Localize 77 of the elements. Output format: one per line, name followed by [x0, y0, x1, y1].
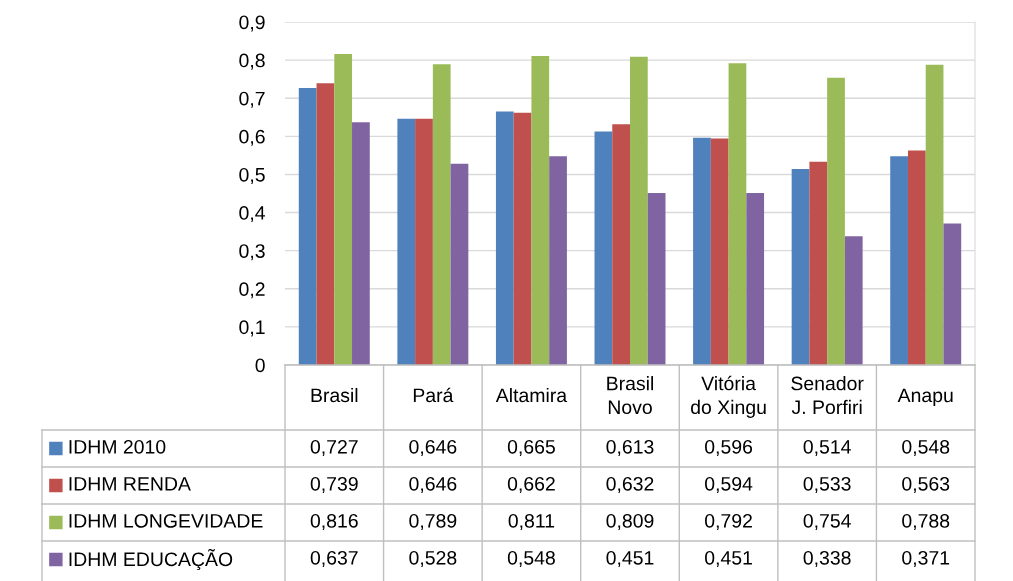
x-tick-label: Pará — [413, 387, 454, 403]
bar — [710, 138, 729, 365]
data-label: 0,811 — [508, 513, 555, 531]
bar — [844, 236, 863, 365]
bar — [594, 131, 613, 365]
bar — [450, 163, 469, 365]
data-label: 0,665 — [507, 439, 555, 457]
bar — [728, 63, 747, 365]
bar — [827, 77, 845, 365]
data-label: 0,533 — [803, 476, 851, 494]
y-tick-label: 0,5 — [239, 167, 265, 184]
legend-label: IDHM LONGEVIDADE — [69, 513, 263, 528]
x-tick-label: Anapu — [897, 388, 953, 407]
legend-label: IDHM 2010 — [69, 439, 166, 454]
data-label: 0,727 — [310, 439, 358, 457]
bar — [647, 193, 666, 365]
data-label: 0,613 — [606, 439, 654, 457]
data-label: 0,632 — [606, 476, 654, 494]
data-label: 0,646 — [409, 439, 457, 457]
x-tick-label: Altamira — [495, 387, 568, 403]
legend-label: IDHM RENDA — [69, 477, 191, 491]
x-tick-label: Senador J. Porfiri — [791, 376, 864, 415]
bar — [809, 161, 828, 365]
bar — [549, 156, 567, 365]
y-tick-label: 0,3 — [239, 244, 265, 261]
data-label: 0,754 — [803, 513, 851, 531]
bar — [495, 111, 514, 365]
x-tick-label: Brasil — [311, 387, 358, 403]
data-label: 0,451 — [606, 550, 654, 568]
bar — [612, 124, 630, 365]
legend-label: IDHM EDUCAÇÃO — [69, 548, 233, 571]
data-label: 0,371 — [902, 550, 950, 568]
data-label: 0,739 — [310, 476, 358, 494]
data-label: 0,563 — [902, 476, 950, 494]
data-label: 0,637 — [310, 550, 358, 568]
data-label: 0,451 — [705, 550, 752, 568]
data-label: 0,596 — [705, 439, 753, 457]
bar — [352, 122, 370, 365]
x-tick-label: Vitória do Xingu — [691, 375, 766, 418]
y-tick-label: 0,4 — [239, 206, 265, 223]
bar — [925, 64, 944, 365]
data-label: 0,514 — [803, 439, 851, 457]
x-tick-label: Brasil Novo — [607, 376, 654, 415]
bar — [316, 83, 335, 365]
data-label: 0,789 — [409, 513, 457, 531]
data-label: 0,548 — [902, 439, 950, 457]
bar — [415, 118, 433, 365]
bar — [531, 55, 550, 365]
bar — [298, 87, 317, 365]
data-label: 0,548 — [507, 550, 555, 568]
bar — [432, 64, 451, 365]
bar — [890, 156, 908, 365]
data-label: 0,792 — [705, 513, 752, 531]
bar — [334, 54, 353, 365]
data-label: 0,338 — [803, 550, 851, 568]
y-tick-label: 0,7 — [239, 91, 265, 108]
data-label: 0,788 — [902, 513, 950, 531]
bar — [513, 112, 532, 365]
bar — [907, 150, 926, 365]
y-tick-label: 0,2 — [239, 282, 265, 299]
data-label: 0,528 — [409, 550, 457, 568]
data-label: 0,809 — [606, 513, 654, 531]
y-tick-label: 0,1 — [239, 320, 265, 337]
data-label: 0,646 — [409, 476, 457, 494]
bar — [791, 169, 810, 365]
data-label: 0,594 — [705, 476, 753, 494]
y-tick-label: 0,9 — [239, 15, 265, 32]
data-label: 0,816 — [310, 513, 358, 531]
data-label: 0,662 — [507, 476, 555, 494]
y-tick-label: 0,6 — [239, 129, 265, 146]
bar — [397, 118, 416, 365]
bar — [693, 137, 711, 365]
bar — [943, 223, 962, 365]
bar — [746, 193, 765, 365]
bar — [630, 56, 648, 365]
y-tick-label: 0 — [255, 358, 265, 373]
y-tick-label: 0,8 — [239, 53, 265, 70]
